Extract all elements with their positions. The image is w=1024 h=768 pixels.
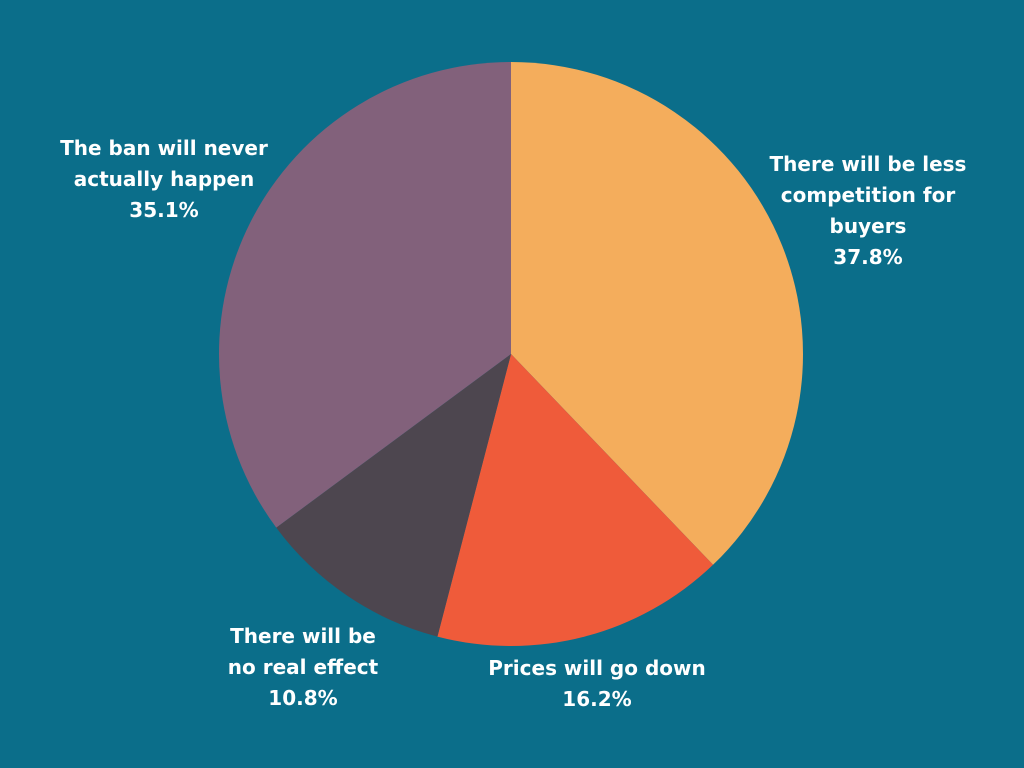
slice-label-prices-down: Prices will go down 16.2% xyxy=(477,653,717,715)
slice-label-less-competition: There will be less competition for buyer… xyxy=(763,149,973,273)
slice-no-real-effect xyxy=(276,354,511,637)
slice-ban-never-happen xyxy=(219,62,511,528)
slice-label-text: Prices will go down xyxy=(488,656,706,680)
slice-percent-label: 37.8% xyxy=(833,245,903,269)
slice-label-no-real-effect: There will be no real effect 10.8% xyxy=(218,621,388,714)
slice-percent-label: 35.1% xyxy=(129,198,199,222)
slice-label-text: There will be no real effect xyxy=(227,624,379,679)
slice-label-text: The ban will never actually happen xyxy=(60,136,268,191)
slice-label-ban-never-happen: The ban will never actually happen 35.1% xyxy=(49,133,279,226)
slice-percent-label: 16.2% xyxy=(562,687,632,711)
slice-prices-down xyxy=(437,354,714,646)
slice-label-text: There will be less competition for buyer… xyxy=(769,152,967,238)
slice-less-competition xyxy=(511,62,803,565)
slice-percent-label: 10.8% xyxy=(268,686,338,710)
